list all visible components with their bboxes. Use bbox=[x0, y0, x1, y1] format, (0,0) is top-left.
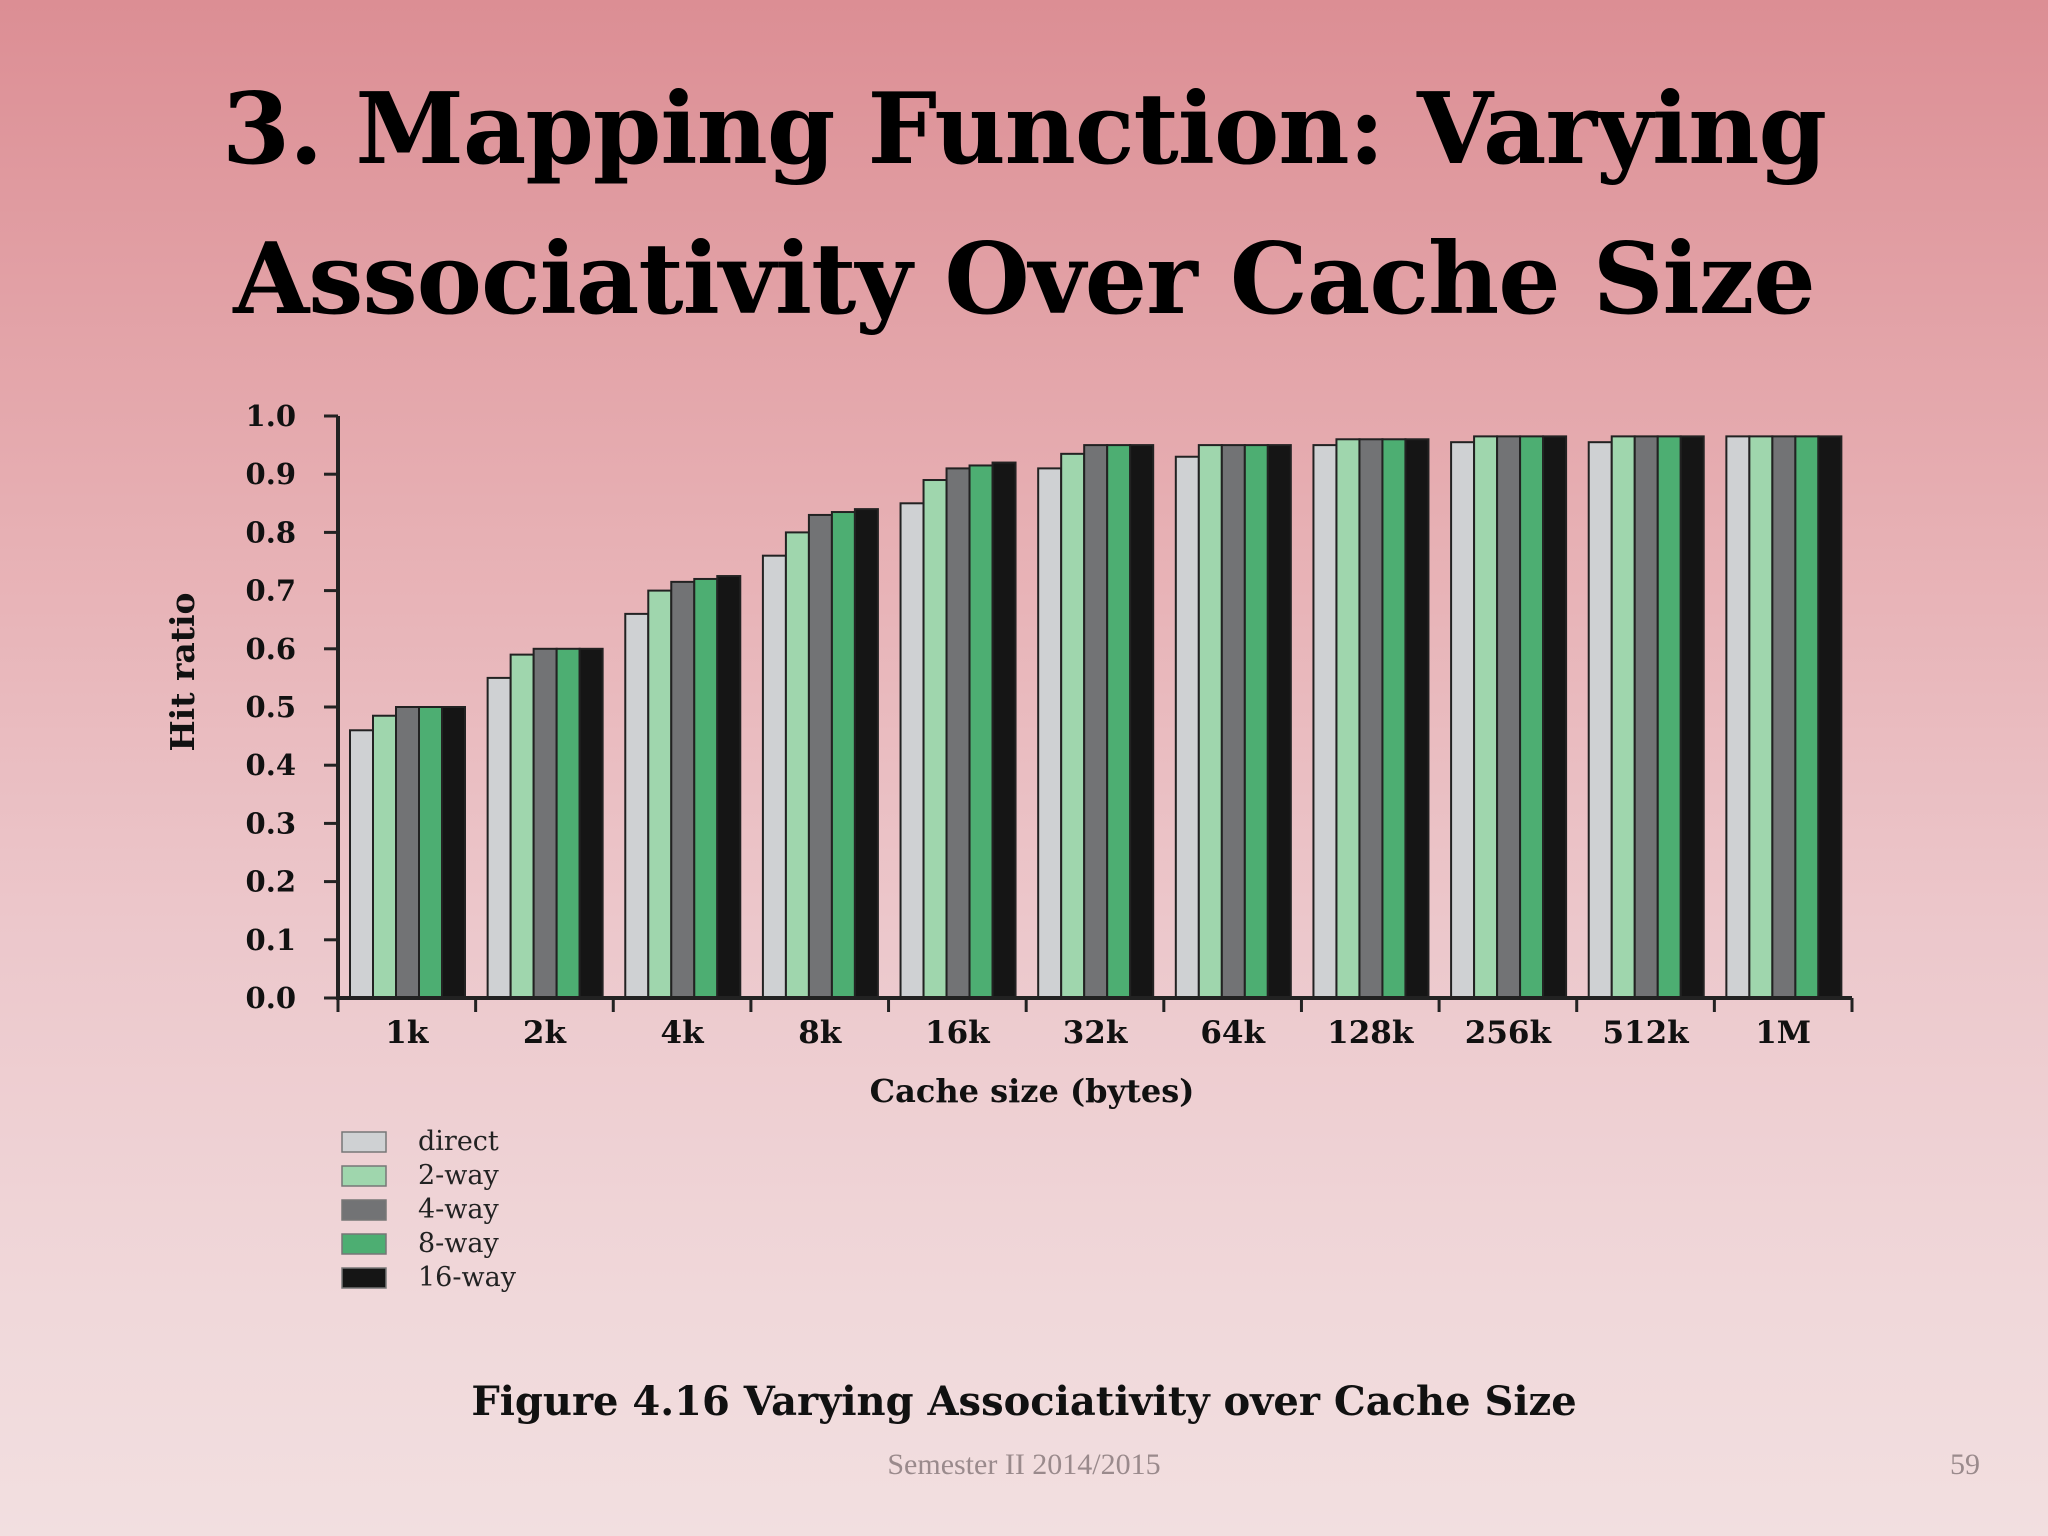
bar-4-way-32k bbox=[1083, 444, 1109, 1000]
bar-8-way-1k bbox=[418, 706, 443, 999]
bar-8-way-2k bbox=[555, 647, 581, 999]
bar-direct-256k bbox=[1450, 441, 1476, 999]
bar-direct-1k bbox=[349, 729, 374, 1000]
x-tick-label: 1M bbox=[1755, 1015, 1811, 1051]
bar-direct-2k bbox=[486, 676, 512, 1000]
legend-label-16-way: 16-way bbox=[418, 1262, 517, 1293]
bar-4-way-64k bbox=[1220, 444, 1246, 1000]
bar-2-way-1k bbox=[372, 714, 397, 999]
y-tick-label: 0.1 bbox=[246, 923, 296, 957]
bar-16-way-1k bbox=[441, 706, 466, 999]
bar-8-way-64k bbox=[1243, 444, 1269, 1000]
legend-label-8-way: 8-way bbox=[418, 1228, 500, 1259]
legend-swatch-4-way bbox=[341, 1199, 387, 1221]
bar-8-way-32k bbox=[1106, 444, 1132, 1000]
bar-4-way-2k bbox=[532, 647, 558, 999]
bar-direct-4k bbox=[624, 612, 650, 999]
y-tick-label: 0.8 bbox=[246, 515, 296, 549]
bar-4-way-16k bbox=[945, 467, 971, 999]
page-number: 59 bbox=[1950, 1448, 1980, 1481]
y-tick-label: 1.0 bbox=[246, 399, 296, 433]
y-tick-label: 0.4 bbox=[246, 748, 296, 782]
bar-direct-16k bbox=[899, 502, 925, 999]
bar-8-way-256k bbox=[1519, 435, 1545, 999]
bar-4-way-4k bbox=[670, 580, 696, 999]
bar-2-way-128k bbox=[1335, 438, 1361, 999]
x-tick-label: 16k bbox=[925, 1015, 991, 1051]
bar-2-way-512k bbox=[1610, 435, 1636, 999]
slide-title-line-2: Associativity Over Cache Size bbox=[233, 222, 1815, 337]
axes-group: 0.0 0.1 0.2 0.3 0.4 0.5 0.6 0.7 0.8 0.9 1.0 1k 2k 4k 8… bbox=[163, 399, 1854, 1110]
legend-label-direct: direct bbox=[418, 1126, 499, 1157]
x-tick-label: 1k bbox=[385, 1015, 430, 1051]
bar-4-way-1k bbox=[395, 706, 420, 999]
bar-2-way-1M bbox=[1748, 435, 1774, 999]
x-tick-label: 8k bbox=[798, 1015, 843, 1051]
y-tick-label: 0.7 bbox=[246, 574, 296, 608]
bar-direct-1M bbox=[1725, 435, 1751, 999]
bar-4-way-512k bbox=[1633, 435, 1659, 999]
legend-label-2-way: 2-way bbox=[418, 1160, 500, 1191]
bar-direct-512k bbox=[1587, 441, 1613, 999]
y-axis-title: Hit ratio bbox=[163, 592, 202, 751]
bar-16-way-2k bbox=[578, 647, 604, 999]
bar-2-way-16k bbox=[922, 479, 948, 999]
bar-8-way-8k bbox=[830, 511, 856, 1000]
bar-16-way-256k bbox=[1542, 435, 1568, 999]
bars-group bbox=[349, 435, 1843, 1000]
bar-8-way-128k bbox=[1381, 438, 1407, 999]
bar-8-way-512k bbox=[1656, 435, 1682, 999]
bar-8-way-1M bbox=[1794, 435, 1820, 999]
bar-direct-8k bbox=[761, 554, 787, 999]
bar-2-way-256k bbox=[1473, 435, 1499, 999]
bar-4-way-128k bbox=[1358, 438, 1384, 999]
bar-16-way-32k bbox=[1129, 444, 1155, 1000]
bar-2-way-8k bbox=[784, 531, 810, 1000]
legend-swatch-2-way bbox=[341, 1165, 387, 1187]
bar-2-way-32k bbox=[1060, 452, 1086, 999]
bar-16-way-4k bbox=[716, 575, 742, 999]
legend-swatch-16-way bbox=[341, 1267, 387, 1289]
slide-title-line-1: 3. Mapping Function: Varying bbox=[221, 72, 1827, 187]
bar-16-way-512k bbox=[1679, 435, 1705, 999]
footer-semester: Semester II 2014/2015 bbox=[887, 1448, 1161, 1481]
bar-8-way-16k bbox=[968, 464, 994, 1000]
bar-16-way-128k bbox=[1404, 438, 1430, 999]
y-tick-label: 0.3 bbox=[246, 806, 296, 840]
bar-4-way-8k bbox=[807, 513, 833, 999]
bar-2-way-64k bbox=[1197, 444, 1223, 1000]
y-tick-label: 0.6 bbox=[246, 632, 296, 666]
bar-4-way-256k bbox=[1496, 435, 1522, 999]
bar-direct-128k bbox=[1312, 444, 1338, 1000]
bar-4-way-1M bbox=[1771, 435, 1797, 999]
y-tick-label: 0.2 bbox=[246, 865, 296, 899]
x-tick-label: 2k bbox=[523, 1015, 568, 1051]
x-tick-label: 64k bbox=[1200, 1015, 1266, 1051]
bar-direct-32k bbox=[1037, 467, 1063, 999]
figure-caption: Figure 4.16 Varying Associativity over C… bbox=[471, 1378, 1577, 1425]
bar-8-way-4k bbox=[693, 577, 719, 1000]
y-tick-label: 0.9 bbox=[246, 457, 296, 491]
bar-2-way-4k bbox=[647, 589, 673, 999]
x-tick-label: 256k bbox=[1465, 1015, 1553, 1051]
x-axis-title: Cache size (bytes) bbox=[870, 1072, 1195, 1110]
legend-swatch-direct bbox=[341, 1131, 387, 1153]
y-tick-label: 0.5 bbox=[246, 690, 296, 724]
x-tick-label: 128k bbox=[1327, 1015, 1415, 1051]
bar-direct-64k bbox=[1174, 455, 1200, 999]
x-tick-label: 512k bbox=[1602, 1015, 1690, 1051]
y-tick-label: 0.0 bbox=[246, 981, 296, 1015]
bar-16-way-64k bbox=[1266, 444, 1292, 1000]
x-tick-label: 32k bbox=[1063, 1015, 1129, 1051]
legend-swatch-8-way bbox=[341, 1233, 387, 1255]
bar-2-way-2k bbox=[509, 653, 535, 999]
legend-label-4-way: 4-way bbox=[418, 1194, 500, 1225]
bar-16-way-1M bbox=[1817, 435, 1843, 999]
bar-16-way-8k bbox=[853, 508, 879, 999]
x-tick-label: 4k bbox=[661, 1015, 706, 1051]
bar-16-way-16k bbox=[991, 461, 1017, 999]
